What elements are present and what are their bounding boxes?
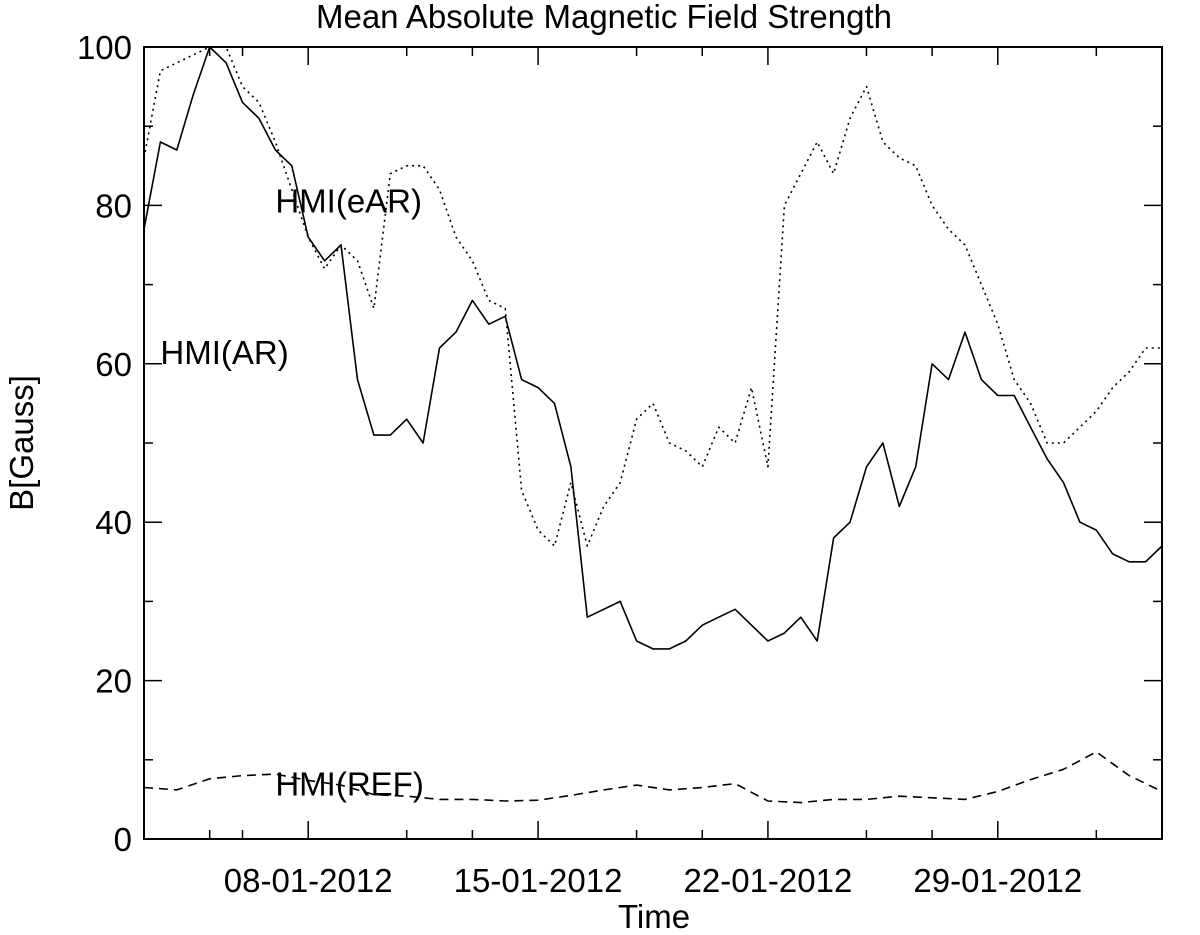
- series-layer: [143, 46, 1163, 804]
- series-annotation-0: HMI(eAR): [275, 183, 422, 220]
- y-tick-label-1: 20: [95, 663, 132, 700]
- annotation-layer: HMI(eAR) HMI(AR) HMI(REF): [160, 183, 423, 803]
- series-line-2: [143, 751, 1163, 804]
- y-tick-label-4: 80: [95, 187, 132, 224]
- series-annotation-2: HMI(REF): [275, 766, 423, 803]
- y-tick-label-5: 100: [77, 29, 132, 66]
- y-tick-label-2: 40: [95, 504, 132, 541]
- x-tick-label-0: 08-01-2012: [224, 862, 393, 899]
- y-tick-label-0: 0: [114, 821, 132, 858]
- x-tick-label-1: 15-01-2012: [454, 862, 623, 899]
- series-line-1: [143, 46, 1163, 650]
- y-tick-label-3: 60: [95, 346, 132, 383]
- series-annotation-1: HMI(AR): [160, 334, 288, 371]
- series-line-0: [143, 46, 1162, 547]
- chart-title: Mean Absolute Magnetic Field Strength: [316, 0, 892, 35]
- axis-ticks: [144, 46, 1162, 840]
- x-tick-label-2: 22-01-2012: [684, 862, 853, 899]
- x-tick-label-3: 29-01-2012: [913, 862, 1082, 899]
- x-axis-title: Time: [618, 898, 690, 935]
- plot-frame: [143, 46, 1163, 840]
- y-axis-title: B[Gauss]: [3, 375, 40, 511]
- tick-labels: 08-01-2012 15-01-2012 22-01-2012 29-01-2012…: [77, 29, 1082, 899]
